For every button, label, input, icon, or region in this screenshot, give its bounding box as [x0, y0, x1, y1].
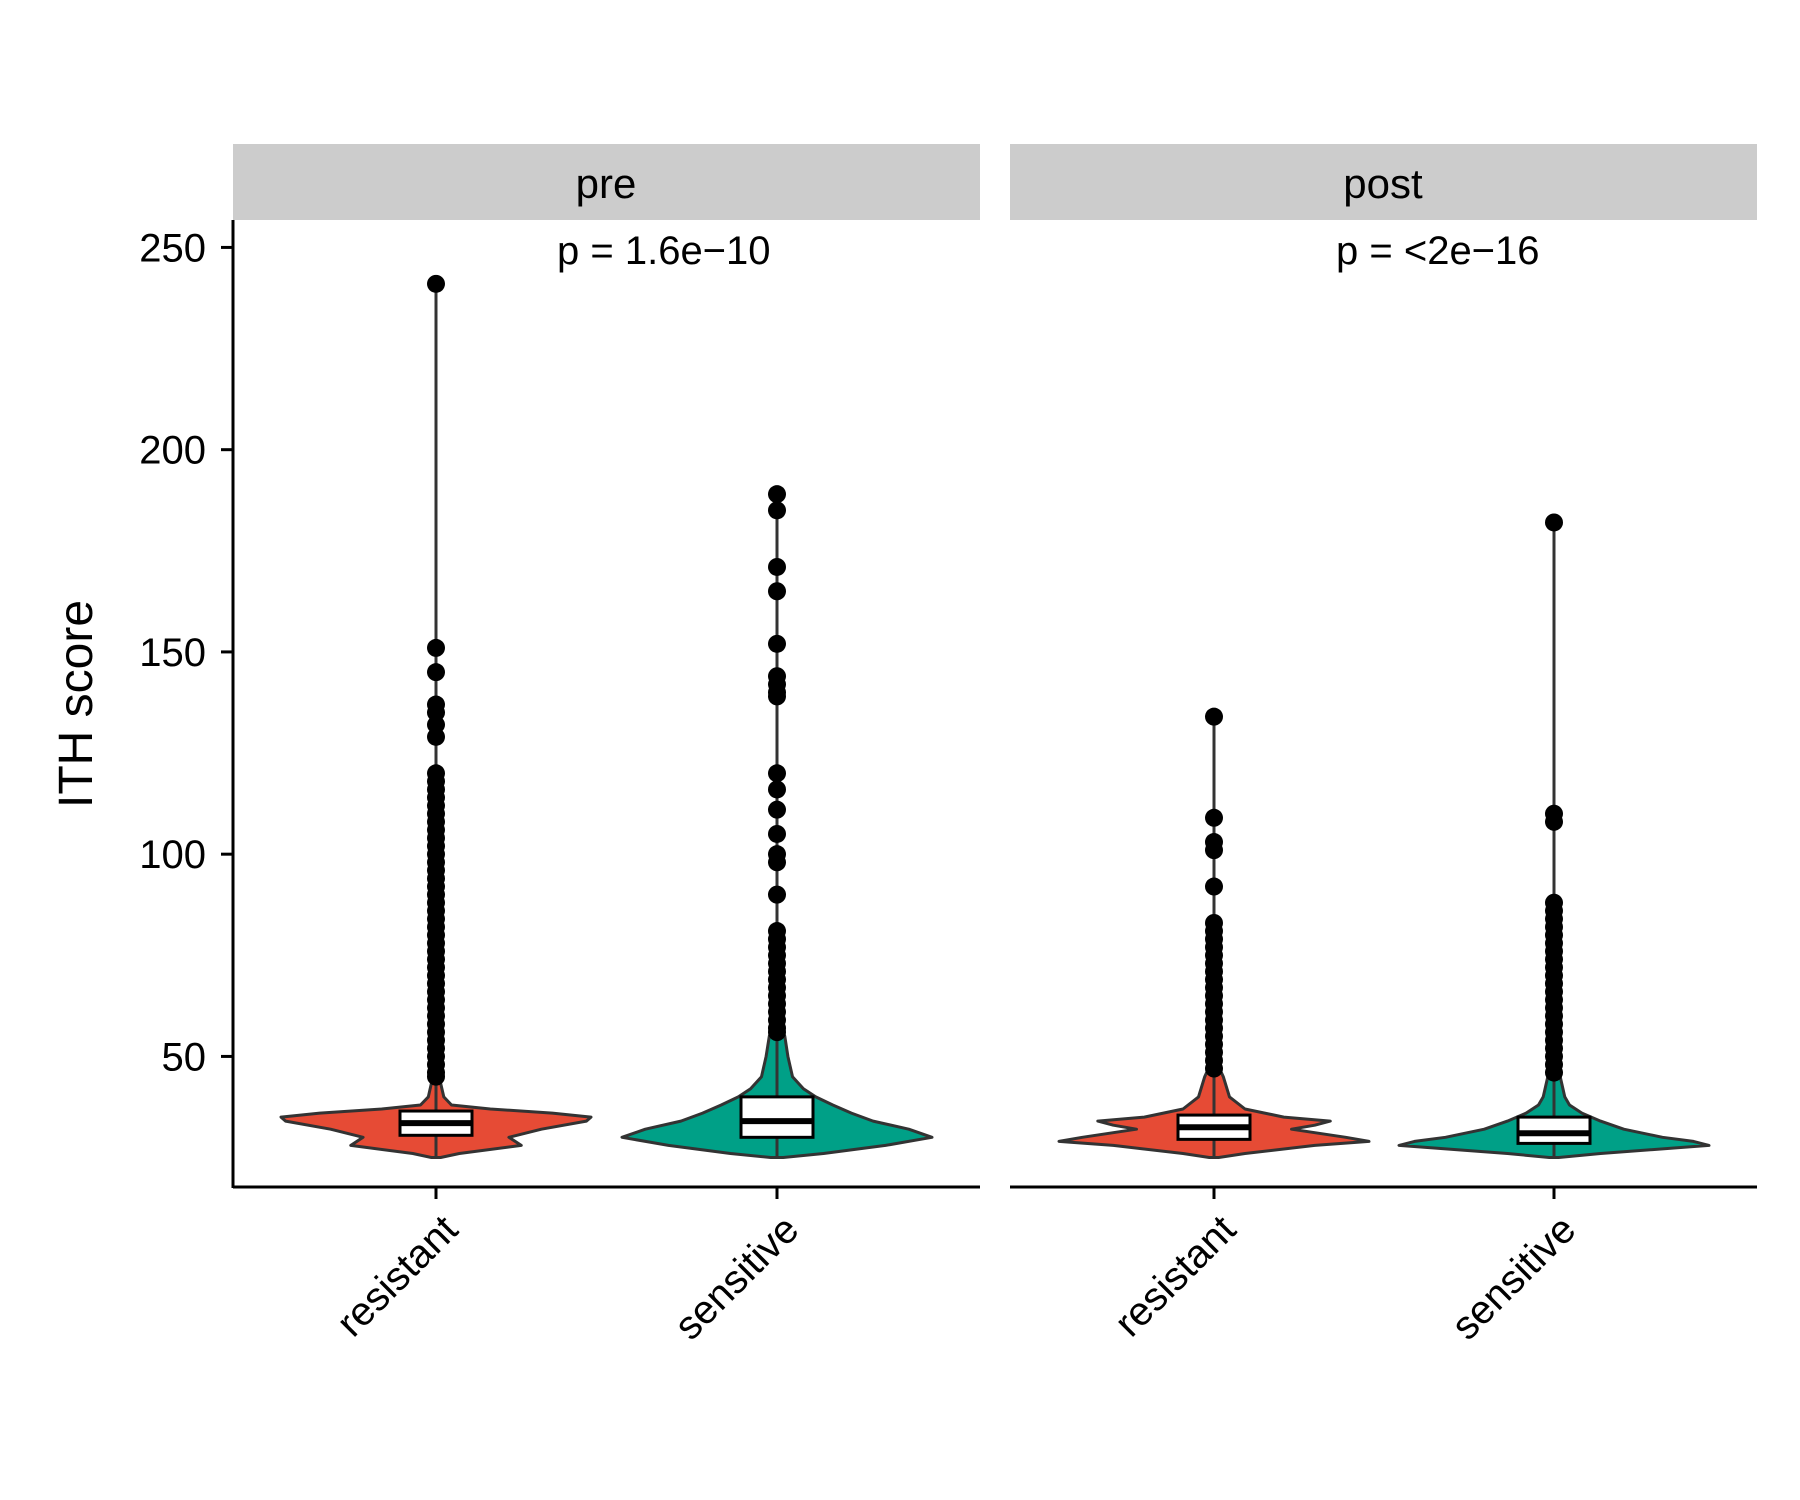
panel-post: post p = <2e−16 resistant sensitive [1010, 144, 1757, 1348]
panel-pre-sensitive-outlier-point [768, 885, 786, 904]
panel-post-marks [1057, 513, 1711, 1159]
panel-pre: pre p = 1.6e−10 resistant sensitive [233, 144, 980, 1348]
panel-pre-strip [233, 144, 980, 220]
panel-pre-sensitive-outlier-point [768, 634, 786, 653]
panel-post-resistant-outlier-point [1205, 707, 1223, 726]
panel-pre-sensitive-outlier-point [768, 557, 786, 576]
panel-pre-sensitive-outlier-point [768, 582, 786, 601]
panel-pre-resistant-outlier-point [427, 274, 445, 293]
panel-pre-title: pre [576, 160, 637, 207]
y-axis: 50 100 150 200 250 ITH score [50, 220, 235, 1188]
panel-pre-marks [279, 274, 934, 1159]
panel-pre-resistant-outlier-point [427, 1067, 445, 1086]
panel-post-sensitive-outlier-point [1545, 1063, 1563, 1082]
panel-pre-sensitive-outlier-point [768, 485, 786, 504]
panel-pre-sensitive-outlier-point [768, 800, 786, 819]
panel-pre-resistant-outlier-point [427, 638, 445, 657]
x-tick-label-sensitive: sensitive [1443, 1207, 1584, 1348]
panel-post-x-ticks: resistant sensitive [1106, 1187, 1584, 1348]
panel-post-sensitive-box [1516, 1115, 1592, 1145]
x-tick-label-resistant: resistant [1106, 1207, 1244, 1345]
panel-pre-sensitive-box [739, 1095, 815, 1139]
panel-pre-resistant-outlier-point [427, 663, 445, 682]
panel-pre-sensitive-outlier-point [768, 687, 786, 706]
panel-post-strip [1010, 144, 1757, 220]
panel-post-title: post [1343, 160, 1423, 207]
y-axis-label: ITH score [50, 600, 103, 808]
panel-post-resistant-outlier-point [1205, 841, 1223, 860]
panel-post-resistant-outlier-point [1205, 808, 1223, 827]
y-tick-label: 100 [139, 833, 206, 877]
panel-pre-sensitive-outlier-point [768, 824, 786, 843]
panel-pre-sensitive-outlier-point [768, 853, 786, 872]
panel-post-pvalue: p = <2e−16 [1336, 229, 1540, 273]
y-axis-ticks: 50 100 150 200 250 [139, 226, 233, 1079]
y-tick-label: 50 [162, 1035, 207, 1079]
y-tick-label: 200 [139, 429, 206, 473]
panel-pre-pvalue: p = 1.6e−10 [557, 229, 771, 273]
y-tick-label: 150 [139, 631, 206, 675]
panel-post-sensitive-outlier-point [1545, 513, 1563, 532]
panel-pre-sensitive-outlier-point [768, 501, 786, 520]
panel-pre-sensitive-outlier-point [768, 780, 786, 799]
x-tick-label-resistant: resistant [328, 1207, 466, 1345]
panel-pre-sensitive-outlier-point [768, 1023, 786, 1042]
panel-pre-resistant-outlier-point [427, 727, 445, 746]
panel-post-resistant-outlier-point [1205, 1059, 1223, 1078]
panel-pre-x-ticks: resistant sensitive [328, 1187, 807, 1348]
panel-pre-sensitive-outlier-point [768, 764, 786, 783]
x-tick-label-sensitive: sensitive [666, 1207, 807, 1348]
panel-post-resistant-outlier-point [1205, 877, 1223, 896]
panel-post-sensitive-outlier-point [1545, 812, 1563, 831]
y-tick-label: 250 [139, 226, 206, 270]
